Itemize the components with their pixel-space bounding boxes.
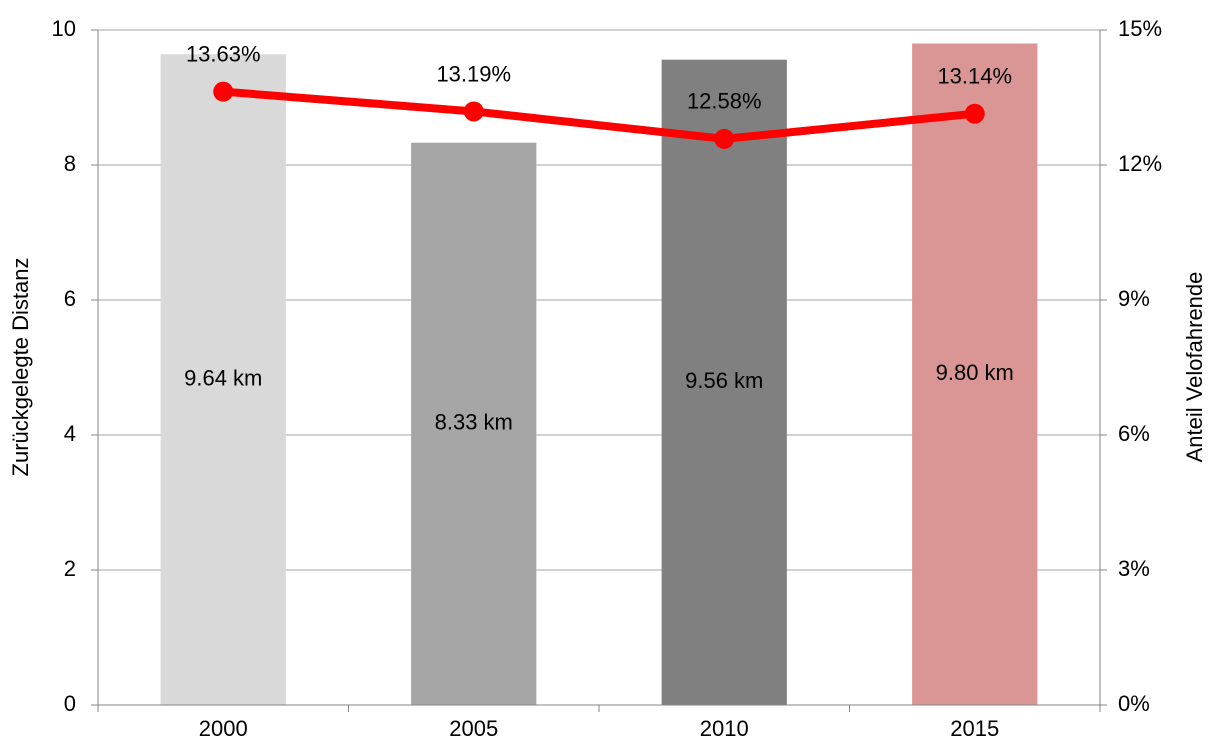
y-tick-label: 2 bbox=[64, 556, 76, 581]
line bbox=[222, 87, 976, 143]
y2-tick-label: 15% bbox=[1118, 16, 1162, 41]
x-tick-label: 2000 bbox=[199, 716, 248, 741]
line-value-label: 13.63% bbox=[186, 41, 261, 66]
bar-value-label: 9.56 km bbox=[685, 368, 763, 393]
y2-tick-label: 12% bbox=[1118, 151, 1162, 176]
line-marker bbox=[964, 103, 985, 124]
line-marker bbox=[714, 128, 735, 149]
y2-axis-title: Anteil Velofahrende bbox=[1182, 272, 1207, 463]
y2-tick-label: 9% bbox=[1118, 286, 1150, 311]
bar-value-label: 9.64 km bbox=[184, 365, 262, 390]
y2-tick-label: 3% bbox=[1118, 556, 1150, 581]
y-axis-title: Zurückgelegte Distanz bbox=[8, 258, 33, 477]
y-tick-label: 8 bbox=[64, 151, 76, 176]
y2-tick-label: 6% bbox=[1118, 421, 1150, 446]
x-tick-label: 2010 bbox=[700, 716, 749, 741]
bar-value-label: 8.33 km bbox=[435, 410, 513, 435]
line-value-label: 12.58% bbox=[687, 89, 762, 114]
bar bbox=[411, 142, 537, 706]
bar bbox=[661, 59, 787, 705]
x-tick-label: 2015 bbox=[950, 716, 999, 741]
bar bbox=[912, 43, 1038, 705]
y-tick-label: 0 bbox=[64, 691, 76, 716]
bar-value-label: 9.80 km bbox=[936, 360, 1014, 385]
line-value-label: 13.19% bbox=[436, 61, 511, 86]
y-tick-label: 4 bbox=[64, 421, 76, 446]
bar bbox=[160, 54, 286, 706]
line-value-label: 13.14% bbox=[937, 64, 1012, 89]
line-marker bbox=[213, 81, 234, 102]
y2-tick-label: 0% bbox=[1118, 691, 1150, 716]
y-tick-label: 6 bbox=[64, 286, 76, 311]
y-tick-label: 10 bbox=[52, 16, 76, 41]
line-marker bbox=[463, 101, 484, 122]
x-tick-label: 2005 bbox=[449, 716, 498, 741]
